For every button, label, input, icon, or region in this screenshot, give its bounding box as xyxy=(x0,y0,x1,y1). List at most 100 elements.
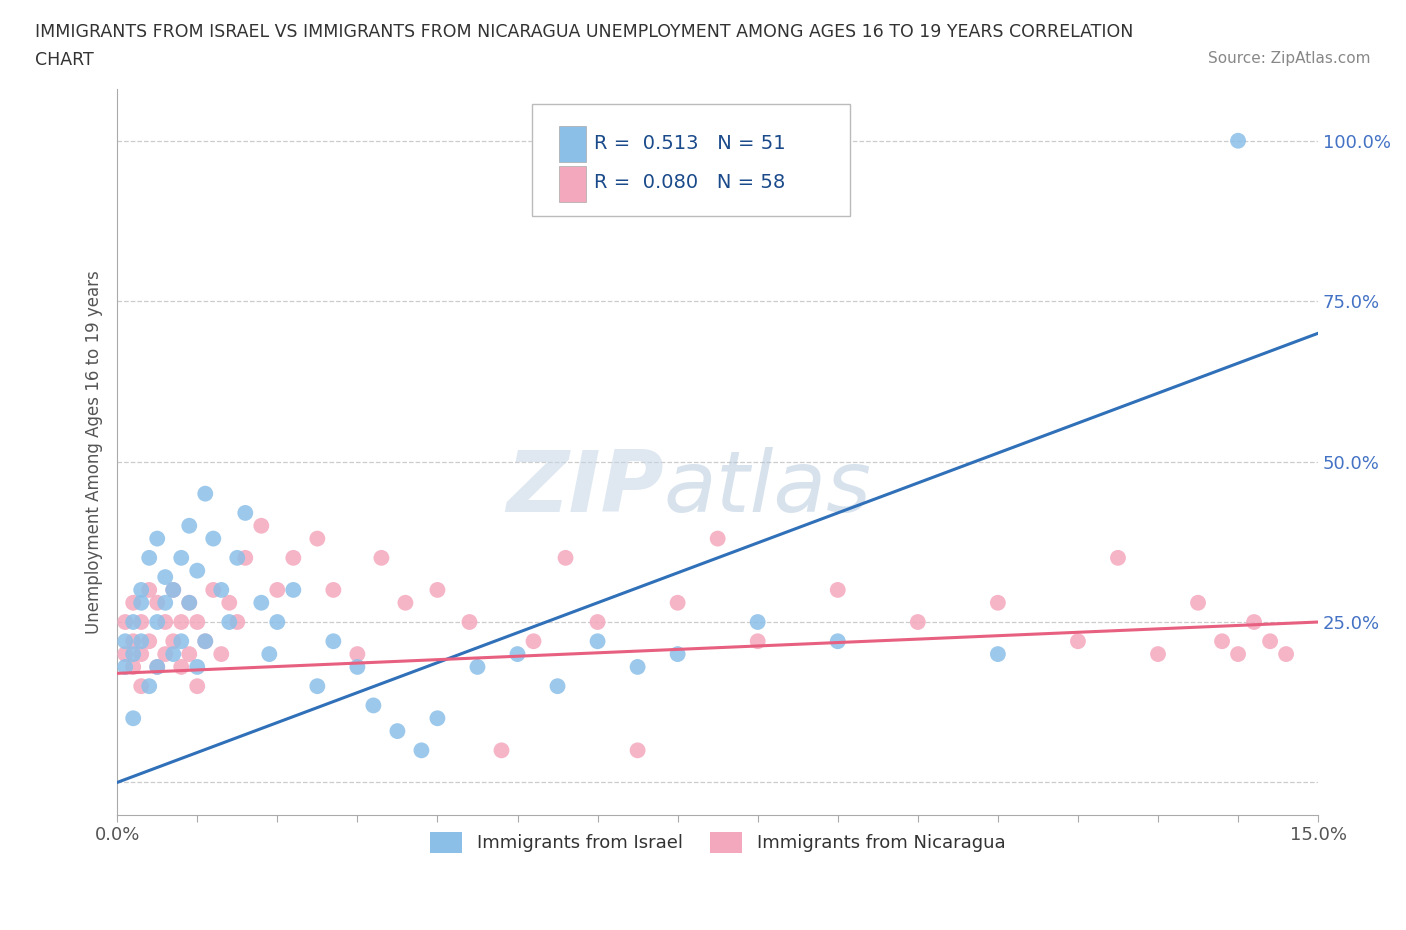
Point xyxy=(747,634,769,649)
Point xyxy=(666,595,689,610)
Point xyxy=(666,646,689,661)
Point xyxy=(226,551,249,565)
Point xyxy=(827,582,849,597)
Point xyxy=(426,582,449,597)
Point xyxy=(170,551,193,565)
Point xyxy=(179,518,201,533)
Point xyxy=(155,570,177,585)
Point xyxy=(146,659,169,674)
Point xyxy=(491,743,513,758)
Point xyxy=(1227,133,1250,148)
Point xyxy=(129,634,152,649)
Point xyxy=(138,582,160,597)
Point xyxy=(170,634,193,649)
Point xyxy=(506,646,529,661)
Point xyxy=(162,646,184,661)
Text: R =  0.513   N = 51: R = 0.513 N = 51 xyxy=(593,134,786,153)
Point xyxy=(226,615,249,630)
Text: IMMIGRANTS FROM ISRAEL VS IMMIGRANTS FROM NICARAGUA UNEMPLOYMENT AMONG AGES 16 T: IMMIGRANTS FROM ISRAEL VS IMMIGRANTS FRO… xyxy=(35,23,1133,41)
Point xyxy=(218,615,240,630)
Text: Source: ZipAtlas.com: Source: ZipAtlas.com xyxy=(1208,51,1371,66)
Point xyxy=(155,615,177,630)
Point xyxy=(122,595,145,610)
Point xyxy=(626,743,648,758)
Point xyxy=(170,615,193,630)
Point xyxy=(146,615,169,630)
Point xyxy=(186,564,208,578)
Point xyxy=(162,582,184,597)
Point xyxy=(266,582,288,597)
Point xyxy=(283,551,305,565)
Point xyxy=(363,698,385,713)
Point xyxy=(122,646,145,661)
Point xyxy=(186,659,208,674)
Point xyxy=(322,582,344,597)
Point xyxy=(467,659,489,674)
Point xyxy=(426,711,449,725)
Point xyxy=(233,506,256,521)
Point xyxy=(747,615,769,630)
Point xyxy=(1258,634,1281,649)
Point xyxy=(146,531,169,546)
Point xyxy=(586,634,609,649)
Point xyxy=(138,551,160,565)
Point xyxy=(1227,646,1250,661)
Point xyxy=(522,634,544,649)
Point xyxy=(233,551,256,565)
Legend: Immigrants from Israel, Immigrants from Nicaragua: Immigrants from Israel, Immigrants from … xyxy=(423,825,1012,860)
Point xyxy=(146,595,169,610)
Point xyxy=(250,595,273,610)
Point xyxy=(1187,595,1209,610)
Point xyxy=(1147,646,1170,661)
Point xyxy=(1211,634,1233,649)
Point xyxy=(146,659,169,674)
Point xyxy=(346,646,368,661)
Text: CHART: CHART xyxy=(35,51,94,69)
Point xyxy=(155,595,177,610)
Point xyxy=(322,634,344,649)
FancyBboxPatch shape xyxy=(531,104,849,217)
Point xyxy=(114,646,136,661)
Point xyxy=(114,634,136,649)
Point xyxy=(129,646,152,661)
Point xyxy=(194,634,217,649)
Point xyxy=(129,679,152,694)
Point xyxy=(114,615,136,630)
Point xyxy=(987,595,1010,610)
Point xyxy=(1275,646,1298,661)
Point xyxy=(547,679,569,694)
Text: atlas: atlas xyxy=(664,446,872,530)
Point xyxy=(586,615,609,630)
Point xyxy=(122,659,145,674)
Point xyxy=(706,531,728,546)
Point xyxy=(138,679,160,694)
Text: ZIP: ZIP xyxy=(506,446,664,530)
Point xyxy=(202,531,225,546)
Point xyxy=(194,486,217,501)
Point xyxy=(266,615,288,630)
Point xyxy=(907,615,929,630)
Point xyxy=(122,711,145,725)
Point xyxy=(370,551,392,565)
Point xyxy=(179,646,201,661)
Point xyxy=(186,615,208,630)
Point xyxy=(387,724,409,738)
Point xyxy=(1243,615,1265,630)
Point xyxy=(194,634,217,649)
Point xyxy=(209,582,232,597)
Point xyxy=(1067,634,1090,649)
Point xyxy=(250,518,273,533)
Point xyxy=(283,582,305,597)
Point xyxy=(458,615,481,630)
Point xyxy=(218,595,240,610)
Point xyxy=(122,634,145,649)
Point xyxy=(155,646,177,661)
Point xyxy=(138,634,160,649)
Point xyxy=(186,679,208,694)
Point xyxy=(129,582,152,597)
Point xyxy=(122,615,145,630)
Point xyxy=(307,679,329,694)
Point xyxy=(170,659,193,674)
Point xyxy=(162,582,184,597)
Text: R =  0.080   N = 58: R = 0.080 N = 58 xyxy=(593,173,785,193)
